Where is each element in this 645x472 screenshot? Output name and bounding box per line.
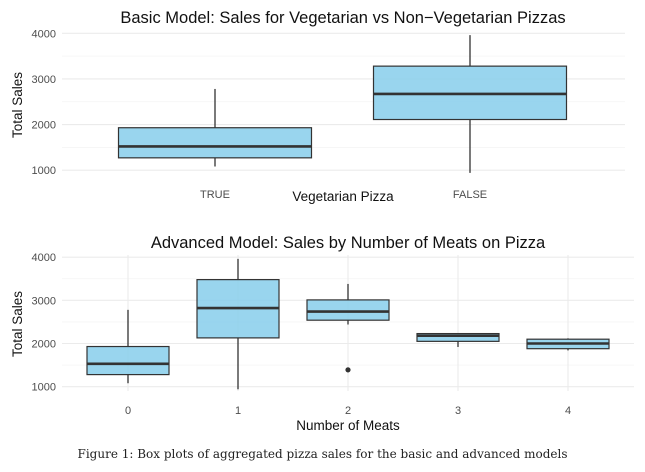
y-axis-label: Total Sales bbox=[10, 291, 25, 357]
chart-title: Basic Model: Sales for Vegetarian vs Non… bbox=[120, 9, 565, 27]
box-3 bbox=[416, 332, 500, 347]
x-tick-label: 4 bbox=[565, 405, 571, 417]
box-TRUE bbox=[117, 88, 313, 167]
figure-caption: Figure 1: Box plots of aggregated pizza … bbox=[77, 447, 568, 461]
outlier-point bbox=[345, 367, 351, 373]
y-tick-label: 2000 bbox=[32, 120, 56, 132]
x-tick-label: FALSE bbox=[453, 189, 487, 201]
chart-title: Advanced Model: Sales by Number of Meats… bbox=[151, 234, 546, 252]
x-axis-label: Number of Meats bbox=[296, 418, 400, 433]
y-tick-label: 3000 bbox=[32, 74, 56, 86]
box-1 bbox=[196, 258, 280, 390]
x-tick-label: TRUE bbox=[200, 189, 230, 201]
y-axis-label: Total Sales bbox=[10, 72, 25, 138]
y-tick-label: 1000 bbox=[32, 165, 56, 177]
x-tick-label: 1 bbox=[235, 405, 241, 417]
iqr-box bbox=[86, 345, 170, 376]
y-tick-label: 2000 bbox=[32, 339, 56, 351]
x-tick-label: 0 bbox=[125, 405, 131, 417]
y-tick-label: 1000 bbox=[32, 382, 56, 394]
iqr-box bbox=[416, 332, 500, 342]
y-tick-label: 4000 bbox=[32, 252, 56, 264]
box-FALSE bbox=[372, 35, 568, 173]
y-tick-label: 3000 bbox=[32, 295, 56, 307]
y-tick-label: 4000 bbox=[32, 28, 56, 40]
x-tick-label: 2 bbox=[345, 405, 351, 417]
basic-model-panel: Basic Model: Sales for Vegetarian vs Non… bbox=[10, 9, 625, 204]
advanced-model-panel: Advanced Model: Sales by Number of Meats… bbox=[10, 234, 634, 433]
box-0 bbox=[86, 309, 170, 384]
iqr-box bbox=[117, 127, 313, 159]
box-2 bbox=[306, 283, 390, 373]
iqr-box bbox=[306, 299, 390, 321]
x-tick-label: 3 bbox=[455, 405, 461, 417]
box-4 bbox=[526, 338, 610, 351]
x-axis-label: Vegetarian Pizza bbox=[292, 189, 394, 204]
